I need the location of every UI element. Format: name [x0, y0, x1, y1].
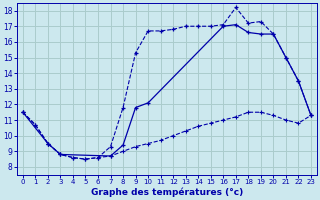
X-axis label: Graphe des températures (°c): Graphe des températures (°c)	[91, 188, 243, 197]
